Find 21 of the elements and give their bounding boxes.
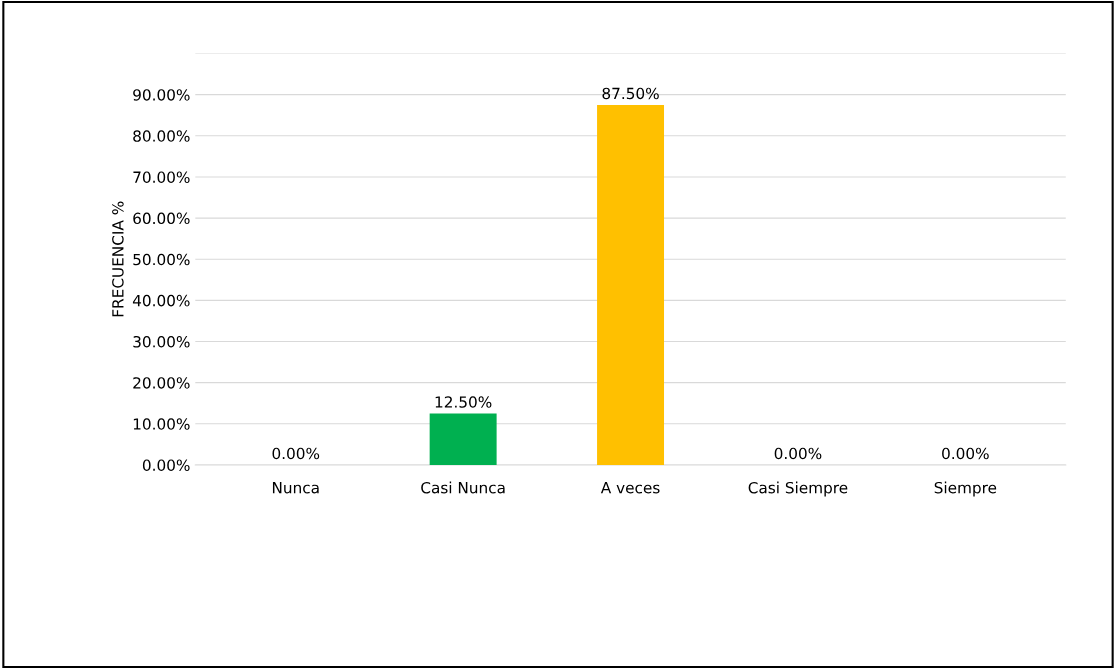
x-tick-label: Casi Nunca [421, 481, 505, 494]
data-label: 87.50% [602, 87, 659, 100]
y-axis-title: FRECUENCIA % [112, 201, 124, 317]
y-tick-label: 70.00% [133, 171, 190, 183]
data-label: 0.00% [272, 447, 320, 460]
data-label: 12.50% [435, 396, 492, 408]
x-tick-label: A veces [600, 482, 660, 494]
y-tick-label: 20.00% [133, 377, 190, 389]
data-label: 0.00% [774, 447, 822, 460]
x-tick-label: Casi Siempre [748, 481, 848, 497]
y-tick-label: 80.00% [133, 130, 190, 142]
data-label: 0.00% [942, 447, 989, 460]
y-tick-label: 60.00% [133, 212, 190, 225]
x-tick-label: Nunca [272, 482, 319, 494]
y-tick-label: 90.00% [133, 89, 190, 101]
y-tick-label: 30.00% [133, 335, 190, 348]
y-tick-label: 50.00% [133, 253, 190, 266]
y-tick-label: 0.00% [142, 459, 190, 471]
x-tick-label: Siempre [934, 481, 997, 497]
y-tick-label: 10.00% [133, 418, 190, 430]
y-tick-label: 40.00% [132, 294, 190, 307]
